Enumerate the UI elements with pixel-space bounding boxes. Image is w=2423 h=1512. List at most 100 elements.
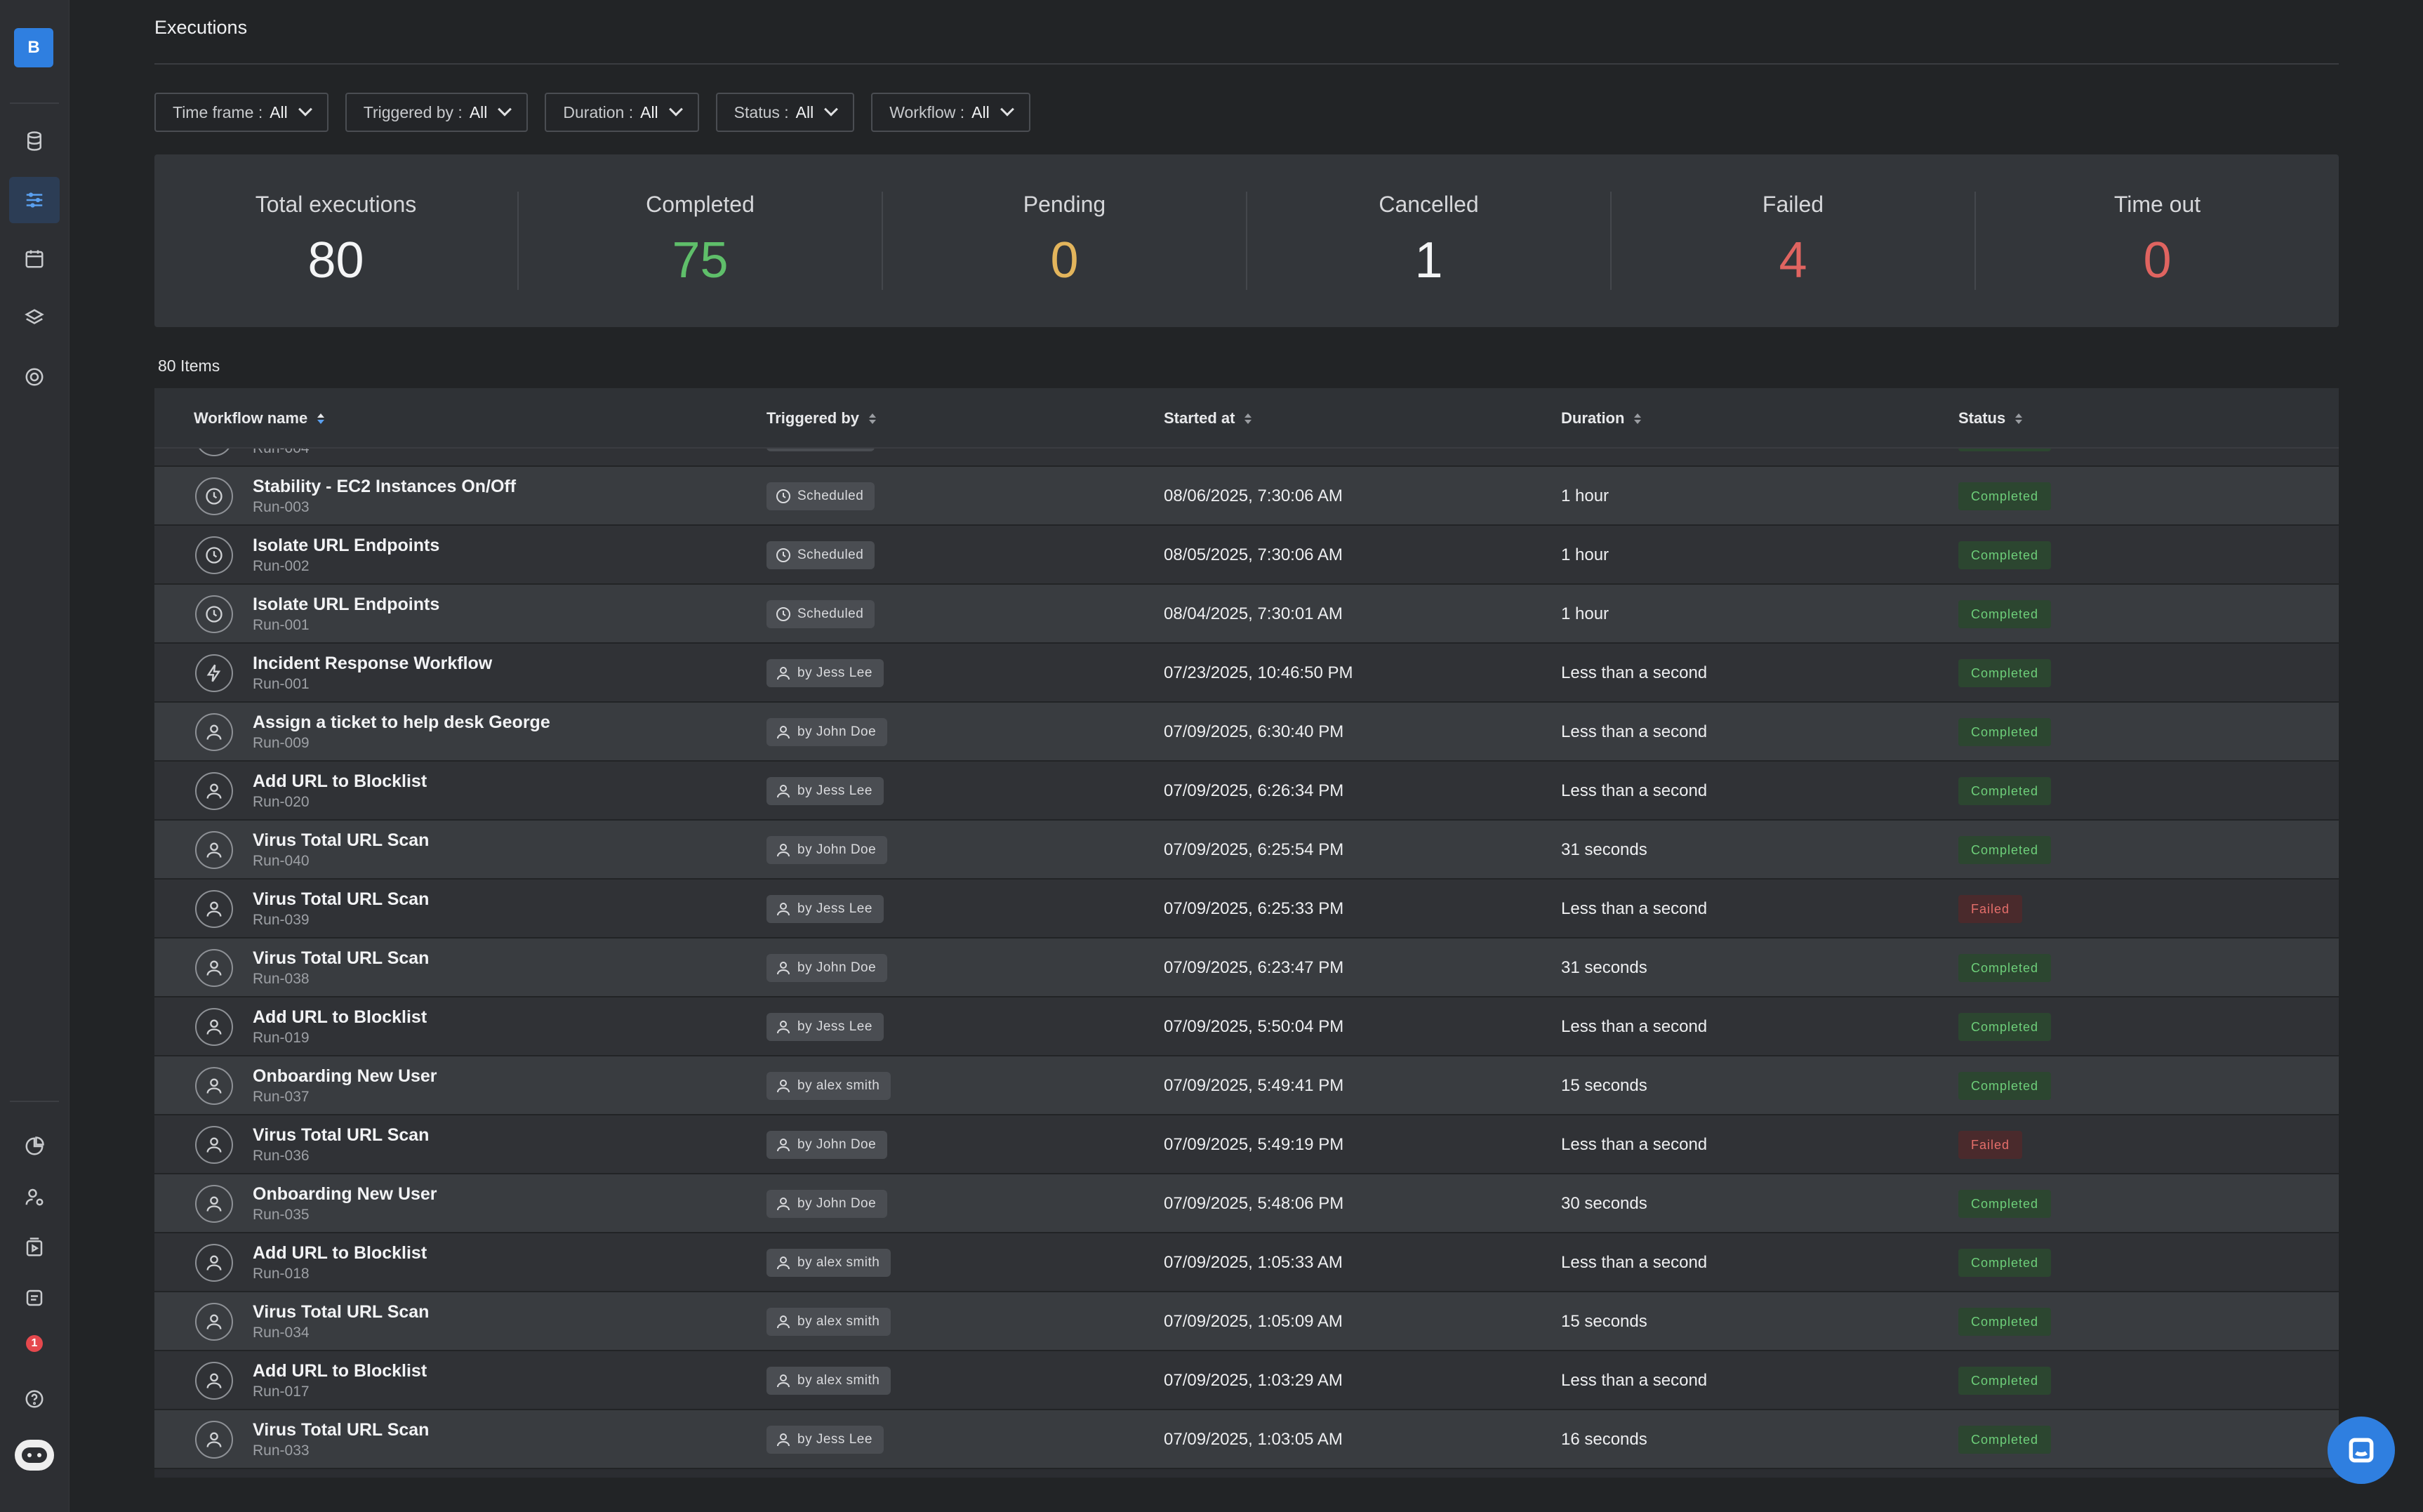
- filter-workflow[interactable]: Workflow : All: [871, 93, 1030, 132]
- table-row[interactable]: Virus Total URL Scan Run-034 by alex smith…: [154, 1292, 2339, 1351]
- column-label: Started at: [1164, 409, 1235, 427]
- filter-time-frame[interactable]: Time frame : All: [154, 93, 328, 132]
- status-badge: Completed: [1958, 1426, 2052, 1454]
- sidebar-item-billing[interactable]: [9, 1275, 60, 1321]
- workflow-cell[interactable]: Isolate URL Endpoints Run-001: [253, 585, 439, 644]
- user-icon: [777, 667, 790, 680]
- triggered-cell: by Jess Lee: [766, 880, 884, 939]
- database-icon: [27, 131, 41, 151]
- user-icon: [195, 713, 233, 751]
- workflow-cell[interactable]: Add URL to Blocklist Run-018: [253, 1233, 427, 1292]
- sidebar-item-calendar[interactable]: [9, 236, 60, 282]
- column-header-workflow[interactable]: Workflow name: [194, 409, 325, 427]
- receipt-icon: [26, 1289, 43, 1306]
- sidebar-item-target[interactable]: [9, 354, 60, 400]
- table-row[interactable]: Incident Response Workflow Run-001 by Jess…: [154, 644, 2339, 703]
- filter-bar: Time frame : All Triggered by : All Dura…: [154, 93, 1030, 132]
- workflow-cell[interactable]: Virus Total URL Scan Run-040: [253, 821, 429, 880]
- sidebar-item-layers[interactable]: [9, 295, 60, 341]
- user-icon: [777, 785, 790, 798]
- column-header-triggered-by[interactable]: Triggered by: [766, 409, 877, 427]
- workflow-cell[interactable]: Virus Total URL Scan Run-038: [253, 939, 429, 997]
- sliders-icon: [26, 192, 43, 208]
- run-id: Run-038: [253, 971, 310, 987]
- table-row[interactable]: Add URL to Blocklist Run-020 by Jess Lee 07…: [154, 762, 2339, 821]
- table-row[interactable]: Onboarding New User Run-035 by John Doe 07/…: [154, 1174, 2339, 1233]
- clock-icon: [776, 548, 790, 562]
- stat-pending: Pending 0: [883, 192, 1247, 290]
- run-id: Run-020: [253, 794, 310, 810]
- table-row[interactable]: Add URL to Blocklist Run-017 by alex smith…: [154, 1351, 2339, 1410]
- chat-launcher-button[interactable]: [2328, 1417, 2395, 1484]
- sidebar-item-help[interactable]: [9, 1376, 60, 1422]
- trigger-pill: by Jess Lee: [766, 659, 884, 687]
- filter-value: All: [469, 102, 488, 121]
- user-icon: [195, 831, 233, 869]
- status-cell: Completed: [1958, 526, 2052, 585]
- started-at: 07/09/2025, 5:49:41 PM: [1164, 1076, 1344, 1095]
- sidebar-item-reports[interactable]: [9, 1123, 60, 1169]
- triggered-cell: Scheduled: [766, 467, 875, 526]
- filter-status[interactable]: Status : All: [715, 93, 855, 132]
- user-icon: [777, 1021, 790, 1034]
- user-icon: [777, 1315, 790, 1329]
- workflow-cell[interactable]: Onboarding New User Run-035: [253, 1174, 437, 1233]
- workflow-cell[interactable]: Assign a ticket to help desk George Run-0…: [253, 703, 550, 762]
- workflow-name: Add URL to Blocklist: [253, 1007, 427, 1027]
- run-id: Run-017: [253, 1384, 310, 1400]
- table-row[interactable]: Virus Total URL Scan Run-036 by John Doe 07…: [154, 1115, 2339, 1174]
- table-row[interactable]: Virus Total URL Scan Run-039 by Jess Lee 07…: [154, 880, 2339, 939]
- stat-total: Total executions 80: [154, 192, 519, 290]
- sidebar-item-users[interactable]: [9, 1174, 60, 1220]
- trigger-pill: by John Doe: [766, 1131, 888, 1159]
- duration: 1 hour: [1561, 604, 1609, 623]
- user-settings-icon: [25, 1188, 44, 1206]
- workflow-cell[interactable]: Virus Total URL Scan Run-039: [253, 880, 429, 939]
- user-icon: [195, 1126, 233, 1164]
- table-row[interactable]: Stability - EC2 Instances On/Off Run-003 S…: [154, 467, 2339, 526]
- triggered-cell: by John Doe: [766, 703, 888, 762]
- sort-icon: [869, 413, 877, 424]
- table-row[interactable]: Virus Total URL Scan Run-038 by John Doe 07…: [154, 939, 2339, 997]
- triggered-cell: by alex smith: [766, 1233, 891, 1292]
- filter-duration[interactable]: Duration : All: [545, 93, 699, 132]
- sidebar-item-executions[interactable]: [9, 177, 60, 223]
- started-at: 07/09/2025, 1:03:05 AM: [1164, 1430, 1343, 1449]
- workflow-cell[interactable]: Isolate URL Endpoints Run-002: [253, 526, 439, 585]
- column-header-status[interactable]: Status: [1958, 409, 2023, 427]
- table-row[interactable]: Assign a ticket to help desk George Run-0…: [154, 703, 2339, 762]
- sidebar-item-assistant[interactable]: [9, 1432, 60, 1478]
- workflow-cell[interactable]: Stability - EC2 Instances On/Off Run-003: [253, 467, 516, 526]
- sidebar-item-media[interactable]: [9, 1224, 60, 1271]
- trigger-label: by Jess Lee: [797, 783, 872, 798]
- app-logo[interactable]: B: [14, 28, 53, 67]
- table-row[interactable]: Virus Total URL Scan Run-040 by John Doe 07…: [154, 821, 2339, 880]
- trigger-label: by John Doe: [797, 1196, 877, 1211]
- items-count: 80 Items: [158, 357, 220, 375]
- column-header-duration[interactable]: Duration: [1561, 409, 1642, 427]
- workflow-cell[interactable]: Onboarding New User Run-037: [253, 1056, 437, 1115]
- table-row[interactable]: Onboarding New User Run-037 by alex smith 0…: [154, 1056, 2339, 1115]
- column-header-started-at[interactable]: Started at: [1164, 409, 1252, 427]
- workflow-cell[interactable]: Virus Total URL Scan Run-034: [253, 1292, 429, 1351]
- workflow-cell[interactable]: Virus Total URL Scan Run-033: [253, 1410, 429, 1469]
- workflow-cell[interactable]: Add URL to Blocklist Run-019: [253, 997, 427, 1056]
- table-row[interactable]: Isolate URL Endpoints Run-002 Scheduled 08/…: [154, 526, 2339, 585]
- workflow-cell[interactable]: Incident Response Workflow Run-001: [253, 644, 492, 703]
- filter-triggered-by[interactable]: Triggered by : All: [345, 93, 529, 132]
- table-row[interactable]: Virus Total URL Scan Run-033 by Jess Lee 07…: [154, 1410, 2339, 1469]
- table-row[interactable]: Add URL to Blocklist Run-019 by Jess Lee 07…: [154, 997, 2339, 1056]
- table-row[interactable]: Add URL to Blocklist Run-018 by alex smith…: [154, 1233, 2339, 1292]
- chevron-down-icon: [668, 102, 683, 117]
- workflow-cell[interactable]: Virus Total URL Scan Run-036: [253, 1115, 429, 1174]
- sidebar-item-database[interactable]: [9, 118, 60, 164]
- status-badge: Completed: [1958, 1013, 2052, 1041]
- sidebar-item-notifications[interactable]: 1: [9, 1325, 60, 1372]
- trigger-pill: by John Doe: [766, 954, 888, 982]
- status-cell: Completed: [1958, 1351, 2052, 1410]
- stat-failed: Failed 4: [1612, 192, 1976, 290]
- workflow-cell[interactable]: Add URL to Blocklist Run-017: [253, 1351, 427, 1410]
- user-icon: [195, 1244, 233, 1282]
- table-row[interactable]: Isolate URL Endpoints Run-001 Scheduled 08/…: [154, 585, 2339, 644]
- workflow-cell[interactable]: Add URL to Blocklist Run-020: [253, 762, 427, 821]
